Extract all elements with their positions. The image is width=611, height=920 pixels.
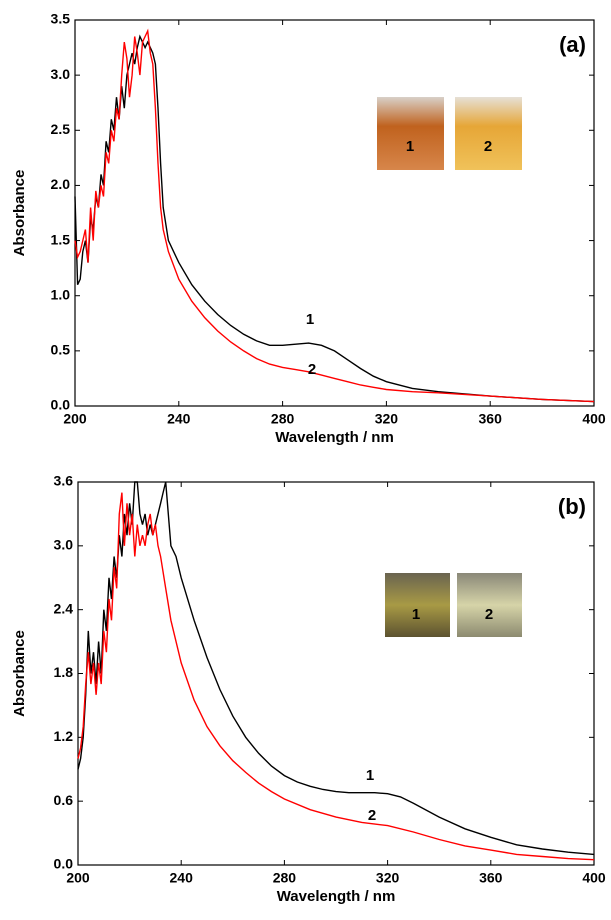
x-tick-label: 240 [167, 411, 191, 427]
y-tick-label: 1.8 [54, 664, 74, 680]
x-tick-label: 280 [271, 411, 295, 427]
curve-label: 1 [306, 311, 314, 328]
y-tick-label: 2.5 [51, 121, 71, 137]
y-tick-label: 3.0 [51, 66, 71, 82]
x-tick-label: 200 [63, 411, 87, 427]
y-tick-label: 1.0 [51, 286, 71, 302]
x-tick-label: 240 [170, 870, 194, 886]
x-tick-label: 400 [582, 411, 606, 427]
curve-label: 2 [308, 361, 316, 378]
x-tick-label: 400 [582, 870, 606, 886]
spectrum-line [77, 481, 595, 856]
curve-label: 2 [368, 807, 376, 824]
y-axis-label: Absorbance [11, 170, 28, 257]
y-tick-label: 2.4 [54, 600, 74, 616]
x-tick-label: 360 [479, 411, 503, 427]
y-tick-label: 1.2 [54, 728, 74, 744]
plot-frame [74, 19, 595, 407]
x-tick-label: 320 [375, 411, 399, 427]
inset-photo [457, 573, 522, 637]
curve-label: 1 [366, 767, 374, 784]
y-tick-label: 0.0 [51, 397, 71, 413]
panel-label: (a) [559, 32, 586, 57]
spectrum-line [74, 34, 595, 403]
y-tick-label: 2.0 [51, 176, 71, 192]
y-tick-label: 0.5 [51, 342, 71, 358]
y-tick-label: 0.0 [54, 856, 74, 872]
x-tick-label: 360 [479, 870, 503, 886]
inset-photo [377, 97, 444, 170]
x-tick-label: 320 [376, 870, 400, 886]
y-axis-label: Absorbance [11, 630, 28, 717]
x-axis-label: Wavelength / nm [275, 429, 394, 446]
x-tick-label: 200 [66, 870, 90, 886]
y-tick-label: 3.0 [54, 537, 74, 553]
panel-label: (b) [558, 494, 586, 519]
y-tick-label: 3.5 [51, 11, 71, 27]
plot-frame [77, 481, 595, 866]
y-tick-label: 0.6 [54, 792, 74, 808]
x-axis-label: Wavelength / nm [277, 888, 396, 905]
x-tick-label: 280 [273, 870, 297, 886]
inset-label: 2 [485, 606, 493, 623]
inset-label: 1 [412, 606, 420, 623]
inset-photo [455, 97, 522, 170]
y-tick-label: 1.5 [51, 231, 71, 247]
inset-label: 1 [406, 138, 414, 155]
y-tick-label: 3.6 [54, 473, 74, 489]
inset-photo [385, 573, 450, 637]
spectrum-line [74, 28, 595, 403]
inset-label: 2 [484, 138, 492, 155]
spectrum-line [77, 492, 595, 861]
